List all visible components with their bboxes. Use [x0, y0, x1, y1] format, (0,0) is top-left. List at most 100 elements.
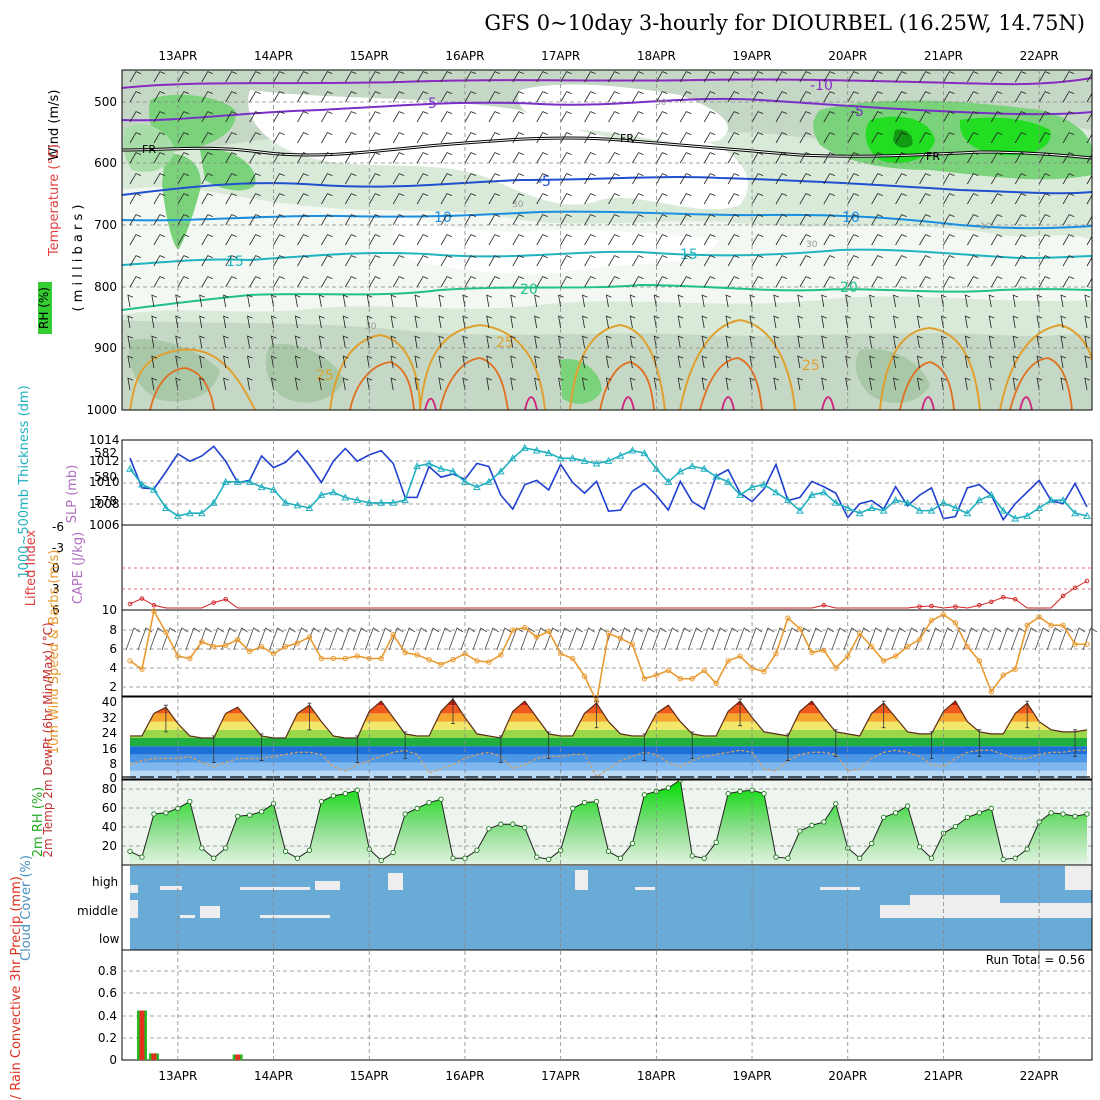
svg-text:-10: -10 — [810, 78, 833, 94]
cape-tick: 10 — [102, 603, 117, 617]
upper-wind-barb — [701, 377, 708, 391]
upper-wind-barb — [775, 234, 788, 246]
upper-wind-barb — [177, 255, 189, 267]
upper-wind-barb — [199, 294, 205, 308]
upper-wind-barb — [151, 377, 157, 391]
wind-barb — [879, 627, 894, 651]
upper-wind-barb — [799, 173, 812, 185]
wind-barb — [532, 627, 547, 651]
rh2m-point — [1084, 811, 1090, 817]
wind10-point — [629, 641, 636, 647]
rh-shading — [122, 70, 1092, 410]
upper-wind-barb — [464, 255, 477, 267]
svg-text:500: 500 — [94, 95, 117, 109]
wind10m-speed-series — [127, 608, 1090, 704]
upper-wind-barb — [869, 294, 875, 308]
svg-text:20: 20 — [520, 282, 538, 298]
svg-text:-5: -5 — [423, 96, 437, 112]
wind10-point — [354, 653, 360, 659]
wind-tick: 2 — [109, 680, 117, 694]
lifted-index-point — [977, 603, 982, 608]
date-label-bottom: 14APR — [254, 1069, 293, 1083]
upper-wind-barb — [486, 377, 492, 391]
upper-wind-barb — [366, 335, 373, 349]
temp-minmax-bar — [690, 731, 695, 759]
upper-wind-barb — [773, 377, 780, 391]
wind10m-panel: 8 6 4 2 10m Wind Speed & Barbs (m/s) — [47, 550, 1098, 754]
wind-barb — [1010, 627, 1026, 651]
cloud-gap — [240, 887, 310, 890]
upper-wind-barb — [560, 71, 572, 83]
upper-wind-barb — [656, 91, 668, 103]
upper-wind-barb — [153, 111, 166, 123]
svg-text:10: 10 — [980, 222, 992, 232]
upper-wind-barb — [416, 173, 429, 185]
lifted-index-point — [1084, 578, 1090, 584]
upper-wind-barb — [536, 173, 548, 185]
upper-wind-barb — [344, 132, 357, 144]
upper-wind-barb — [414, 294, 421, 308]
wind-barb — [795, 627, 811, 651]
svg-text:-5: -5 — [850, 104, 864, 120]
upper-wind-barb — [629, 355, 636, 369]
upper-wind-barb — [1038, 276, 1051, 288]
temp-minmax-bar — [642, 733, 647, 761]
upper-wind-barb — [273, 234, 285, 246]
upper-wind-barb — [249, 255, 261, 267]
upper-wind-barb — [632, 255, 644, 267]
cloud-gap — [1065, 866, 1092, 890]
thickness-point — [209, 498, 218, 506]
upper-wind-barb — [560, 214, 572, 226]
slp-tick: 1012 — [89, 454, 120, 468]
upper-wind-barb — [440, 111, 453, 123]
upper-wind-barb — [775, 71, 788, 83]
upper-wind-barb — [536, 71, 548, 83]
upper-wind-barb — [440, 71, 453, 83]
rh2m-point — [1012, 855, 1018, 861]
upper-wind-barb — [225, 132, 237, 144]
upper-wind-barb — [177, 214, 189, 226]
upper-wind-barb — [464, 152, 477, 164]
upper-wind-barb — [344, 234, 357, 246]
upper-wind-barb — [584, 173, 596, 185]
upper-wind-barb — [916, 355, 923, 369]
upper-wind-barb — [677, 355, 684, 369]
thickness-point — [927, 506, 936, 514]
upper-wind-barb — [1086, 194, 1092, 205]
upper-wind-barb — [608, 193, 620, 205]
upper-wind-barb — [895, 173, 907, 185]
upper-wind-barb — [943, 152, 955, 164]
upper-wind-barb — [677, 315, 684, 329]
upper-ylabel-units: ( m i l l i b a r s ) — [71, 205, 86, 312]
upper-wind-barb — [871, 255, 883, 267]
upper-wind-barb — [368, 214, 381, 226]
upper-wind-barb — [488, 193, 501, 205]
rh2m-point — [127, 848, 133, 855]
upper-wind-barb — [321, 255, 333, 267]
upper-wind-barb — [608, 214, 620, 226]
temp2m-ylabel: 2m Temp 2m DewPt (6hr Min/Max) (°C) — [41, 622, 55, 857]
upper-wind-barb — [990, 71, 1003, 83]
wind-barb — [915, 627, 930, 651]
upper-wind-barb — [392, 276, 405, 288]
lifted-index-point — [127, 601, 133, 607]
wind-barb — [209, 627, 224, 651]
upper-wind-barb — [249, 132, 261, 144]
wind10-point — [498, 652, 504, 658]
wind10-line — [129, 608, 1087, 704]
upper-wind-barb — [751, 173, 764, 185]
li-ylabel: Lifted Index — [24, 529, 39, 606]
thickness-point — [604, 456, 613, 464]
upper-wind-barb — [318, 335, 325, 349]
thickness-point — [951, 503, 960, 511]
rh2m-point — [964, 814, 971, 821]
upper-wind-barb — [488, 132, 501, 144]
upper-wind-barb — [438, 315, 445, 329]
rh2m-point — [1024, 846, 1030, 852]
upper-wind-barb — [199, 315, 205, 329]
thickness-series — [126, 443, 1091, 522]
upper-wind-barb — [560, 132, 572, 144]
upper-wind-barb — [632, 71, 644, 83]
upper-wind-barb — [558, 377, 564, 391]
upper-wind-barb — [440, 234, 453, 246]
